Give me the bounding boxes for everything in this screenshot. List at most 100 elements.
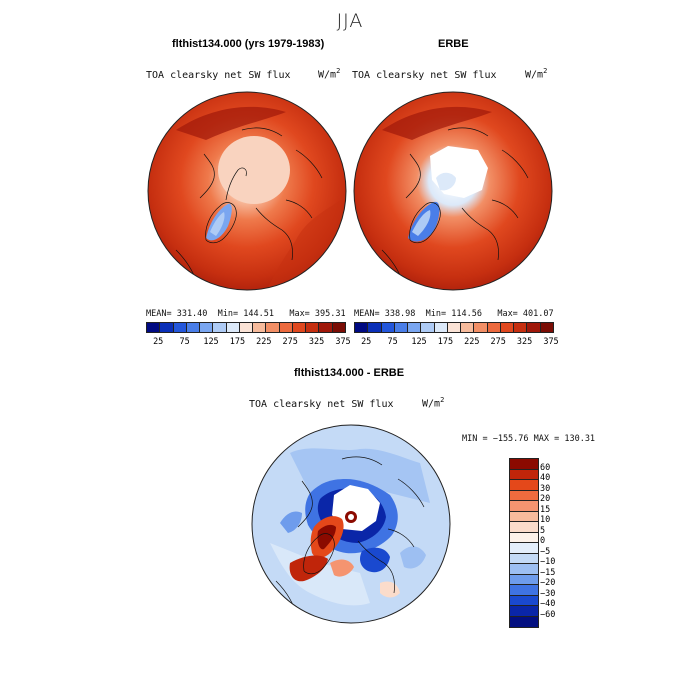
diff-colorbar-tick-label: −30 [540, 588, 556, 599]
right-colorbar-swatch [368, 323, 382, 332]
right-colorbar-tick-label: 225 [464, 337, 480, 347]
left-colorbar-swatch [213, 323, 227, 332]
diff-panel-subtitle: TOA clearsky net SW flux [249, 399, 394, 410]
diff-colorbar-tick-label: −15 [540, 567, 556, 578]
right-panel-stats: MEAN= 338.98 Min= 114.56 Max= 401.07 [354, 309, 554, 319]
left-panel-stats: MEAN= 331.40 Min= 144.51 Max= 395.31 [146, 309, 346, 319]
left-panel-title: flthist134.000 (yrs 1979-1983) [172, 38, 325, 50]
left-colorbar [146, 322, 346, 333]
diff-colorbar-swatch [510, 490, 538, 501]
diff-colorbar-swatch [510, 543, 538, 554]
left-colorbar-tick-label: 375 [335, 337, 351, 347]
right-panel-units: W/m2 [525, 67, 548, 81]
diff-colorbar-swatch [510, 606, 538, 617]
left-max: Max= 395.31 [289, 309, 346, 319]
right-colorbar-swatch [434, 323, 448, 332]
diff-colorbar-swatch [510, 511, 538, 522]
diff-colorbar-swatch [510, 532, 538, 543]
right-colorbar-swatch [381, 323, 395, 332]
left-panel-units: W/m2 [318, 67, 341, 81]
diff-colorbar-tick-label: 10 [540, 515, 551, 525]
left-colorbar-swatch [147, 323, 161, 332]
arctic-ice-region [218, 136, 290, 204]
diff-colorbar [509, 458, 539, 628]
left-colorbar-swatch [319, 323, 333, 332]
diff-colorbar-swatch [510, 459, 538, 470]
diff-colorbar-tick-label: 20 [540, 494, 551, 504]
right-colorbar-tick-label: 375 [543, 337, 559, 347]
left-colorbar-tick-label: 225 [256, 337, 272, 347]
diff-panel-units: W/m2 [422, 396, 445, 410]
left-polar-map [147, 91, 347, 291]
left-colorbar-swatch [200, 323, 214, 332]
right-colorbar-tick-label: 75 [387, 337, 398, 347]
right-colorbar-swatch [461, 323, 475, 332]
right-colorbar-swatch [514, 323, 528, 332]
right-min: Min= 114.56 [425, 309, 482, 319]
left-panel-subtitle: TOA clearsky net SW flux [146, 70, 291, 81]
left-min: Min= 144.51 [217, 309, 274, 319]
diff-colorbar-swatch [510, 616, 538, 627]
diff-colorbar-swatch [510, 574, 538, 585]
left-colorbar-tick-label: 275 [282, 337, 298, 347]
diff-colorbar-tick-label: −10 [540, 557, 556, 567]
right-panel-subtitle: TOA clearsky net SW flux [352, 70, 497, 81]
diff-colorbar-tick-label: 15 [540, 504, 551, 515]
right-polar-map [353, 91, 553, 291]
diff-colorbar-tick-label: 5 [540, 525, 546, 536]
diff-colorbar-tick-label: −5 [540, 546, 551, 557]
diff-colorbar-tick-label: 40 [540, 473, 551, 483]
diff-colorbar-tick-label: −20 [540, 578, 556, 588]
right-max: Max= 401.07 [497, 309, 554, 319]
diff-colorbar-tick-label: 30 [540, 483, 551, 494]
diff-colorbar-swatch [510, 553, 538, 564]
difference-polar-map [251, 424, 451, 624]
left-colorbar-tick-label: 175 [229, 337, 246, 347]
right-colorbar-swatch [355, 323, 369, 332]
left-colorbar-swatch [253, 323, 267, 332]
diff-colorbar-swatch [510, 564, 538, 575]
right-colorbar-swatch [421, 323, 435, 332]
diff-colorbar-swatch [510, 501, 538, 512]
left-colorbar-tick-label: 25 [153, 337, 164, 347]
right-colorbar-tick-label: 325 [516, 337, 533, 347]
season-title: JJA [336, 10, 364, 32]
right-colorbar-swatch [500, 323, 515, 332]
diff-colorbar-swatch [510, 522, 538, 533]
right-colorbar-swatch [540, 323, 553, 332]
right-colorbar [354, 322, 554, 333]
left-colorbar-swatch [239, 323, 254, 332]
diff-colorbar-tick-label: 0 [540, 536, 546, 546]
left-colorbar-swatch [226, 323, 240, 332]
left-colorbar-swatch [306, 323, 320, 332]
diff-colorbar-swatch [510, 585, 538, 596]
left-colorbar-tick-label: 325 [308, 337, 325, 347]
right-colorbar-tick-label: 175 [437, 337, 454, 347]
right-colorbar-swatch [447, 323, 462, 332]
right-colorbar-swatch [527, 323, 541, 332]
diff-colorbar-swatch [510, 469, 538, 480]
right-colorbar-swatch [487, 323, 501, 332]
diff-panel-title: flthist134.000 - ERBE [294, 367, 405, 379]
diff-colorbar-swatch [510, 480, 538, 491]
diff-colorbar-tick-label: 60 [540, 462, 551, 473]
left-colorbar-swatch [266, 323, 280, 332]
diff-colorbar-swatch [510, 595, 538, 606]
left-colorbar-swatch [173, 323, 187, 332]
left-colorbar-swatch [160, 323, 174, 332]
diff-minmax: MIN = −155.76 MAX = 130.31 [462, 434, 596, 444]
diff-colorbar-tick-label: −40 [540, 599, 556, 609]
left-colorbar-swatch [332, 323, 345, 332]
left-colorbar-tick-label: 75 [179, 337, 190, 347]
left-colorbar-swatch [186, 323, 201, 332]
right-colorbar-tick-label: 25 [361, 337, 372, 347]
right-colorbar-tick-label: 275 [490, 337, 506, 347]
left-mean: MEAN= 331.40 [146, 309, 208, 319]
right-colorbar-swatch [394, 323, 409, 332]
diff-colorbar-tick-label: −60 [540, 609, 556, 620]
right-colorbar-tick-label: 125 [411, 337, 427, 347]
coastlines [275, 456, 425, 620]
right-mean: MEAN= 338.98 [354, 309, 416, 319]
left-colorbar-swatch [279, 323, 293, 332]
